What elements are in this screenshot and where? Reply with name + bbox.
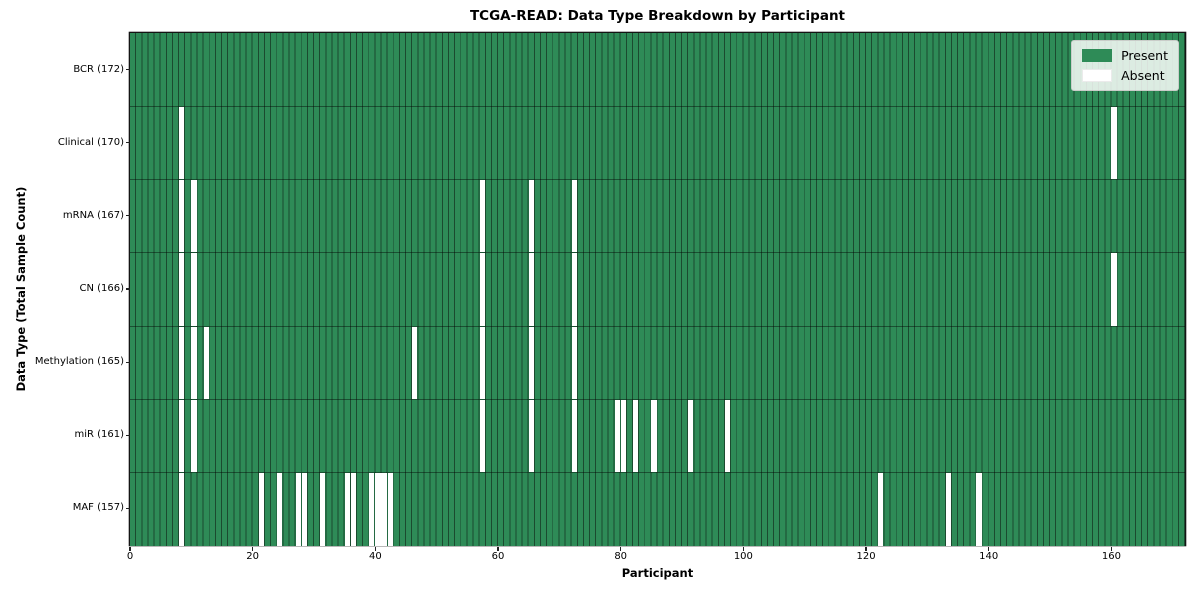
y-tick-mark [126, 142, 130, 144]
absent-bar-participant-122 [878, 472, 884, 546]
absent-bar-participant-8 [179, 180, 185, 254]
y-tick-label-cn-166: CN (166) [79, 283, 124, 294]
absent-bar-participant-133 [945, 472, 951, 546]
heatmap-row-clinical-170 [130, 106, 1185, 181]
absent-bar-participant-46 [412, 326, 418, 400]
x-tick-label-60: 60 [491, 551, 505, 562]
x-tick-label-20: 20 [246, 551, 260, 562]
absent-bar-participant-138 [976, 472, 982, 546]
absent-bar-participant-8 [179, 399, 185, 473]
y-tick-mark [126, 288, 130, 290]
heatmap-row-methylation-165 [130, 325, 1185, 400]
chart-title: TCGA-READ: Data Type Breakdown by Partic… [469, 8, 846, 24]
absent-bar-participant-72 [571, 399, 577, 473]
x-tick-label-0: 0 [126, 551, 134, 562]
absent-bar-participant-24 [277, 472, 283, 546]
y-tick-label-bcr-172: BCR (172) [73, 63, 124, 75]
heatmap-row-bcr-172 [130, 33, 1185, 107]
legend-swatch-present-icon [1082, 49, 1113, 62]
absent-bar-participant-72 [571, 253, 577, 327]
absent-bar-participant-79 [614, 399, 620, 473]
absent-bar-participant-12 [203, 326, 209, 400]
absent-bar-participant-80 [620, 399, 626, 473]
absent-bar-participant-65 [528, 326, 534, 400]
absent-bar-participant-8 [179, 326, 185, 400]
x-tick-mark [988, 546, 990, 551]
absent-bar-participant-160 [1111, 253, 1117, 327]
legend: Present Absent [1071, 40, 1179, 91]
absent-bar-participant-10 [191, 326, 197, 400]
absent-bar-participant-10 [191, 399, 197, 473]
absent-bar-participant-65 [528, 180, 534, 254]
heatmap-row-maf-157 [130, 471, 1185, 546]
absent-bar-participant-72 [571, 326, 577, 400]
x-tick-label-100: 100 [733, 551, 753, 562]
legend-label-present: Present [1121, 48, 1168, 63]
absent-bar-participant-21 [258, 472, 264, 546]
x-tick-mark [620, 546, 622, 551]
x-tick-label-80: 80 [614, 551, 628, 562]
y-tick-label-mrna-167: mRNA (167) [62, 209, 124, 221]
absent-bar-participant-36 [350, 472, 356, 546]
y-tick-label-mir-161: miR (161) [74, 429, 124, 441]
absent-bar-participant-39 [369, 472, 375, 546]
absent-bar-participant-91 [688, 399, 694, 473]
heatmap-row-mir-161 [130, 398, 1185, 473]
heatmap-row-cn-166 [130, 252, 1185, 327]
x-tick-mark [252, 546, 254, 551]
absent-bar-participant-28 [301, 472, 307, 546]
x-axis-label: Participant [621, 566, 694, 580]
absent-bar-participant-8 [179, 107, 185, 181]
x-tick-label-120: 120 [856, 551, 876, 562]
heatmap-row-mrna-167 [130, 179, 1185, 254]
absent-bar-participant-85 [651, 399, 657, 473]
x-tick-mark [1110, 546, 1112, 551]
y-tick-mark [126, 507, 130, 510]
y-tick-mark [126, 361, 130, 363]
y-tick-label-methylation-165: Methylation (165) [34, 356, 124, 368]
absent-bar-participant-10 [191, 253, 197, 327]
y-tick-mark [126, 68, 130, 71]
x-tick-label-40: 40 [368, 551, 382, 562]
y-tick-label-clinical-170: Clinical (170) [57, 136, 124, 148]
y-tick-mark [126, 434, 130, 436]
absent-bar-participant-65 [528, 399, 534, 473]
absent-bar-participant-82 [632, 399, 639, 473]
absent-bar-participant-8 [179, 472, 185, 546]
legend-label-absent: Absent [1121, 68, 1165, 83]
x-tick-label-140: 140 [979, 551, 999, 562]
absent-bar-participant-41 [381, 472, 387, 546]
absent-bar-participant-27 [295, 472, 301, 546]
absent-bar-participant-72 [571, 180, 577, 254]
absent-bar-participant-160 [1111, 107, 1117, 181]
absent-bar-participant-57 [479, 399, 485, 473]
y-tick-mark [126, 215, 130, 217]
absent-bar-participant-57 [479, 180, 485, 254]
absent-bar-participant-42 [387, 472, 393, 546]
absent-bar-participant-40 [375, 472, 381, 546]
absent-bar-participant-65 [528, 253, 534, 327]
x-tick-mark [497, 546, 499, 551]
x-tick-mark [865, 546, 867, 551]
legend-item-absent: Absent [1082, 69, 1168, 82]
absent-bar-participant-57 [479, 253, 485, 327]
absent-bar-participant-97 [724, 399, 731, 473]
x-tick-label-160: 160 [1101, 551, 1121, 562]
x-tick-mark [129, 546, 131, 551]
absent-bar-participant-8 [179, 253, 185, 327]
plot-area: Present Absent [130, 33, 1185, 546]
legend-item-present: Present [1082, 49, 1168, 62]
absent-bar-participant-57 [479, 326, 485, 400]
x-tick-mark [742, 546, 744, 551]
absent-bar-participant-31 [320, 472, 326, 546]
absent-bar-participant-10 [191, 180, 197, 254]
x-tick-mark [374, 546, 376, 551]
y-tick-label-maf-157: MAF (157) [72, 502, 124, 514]
legend-swatch-absent-icon [1082, 69, 1113, 82]
absent-bar-participant-35 [344, 472, 350, 546]
